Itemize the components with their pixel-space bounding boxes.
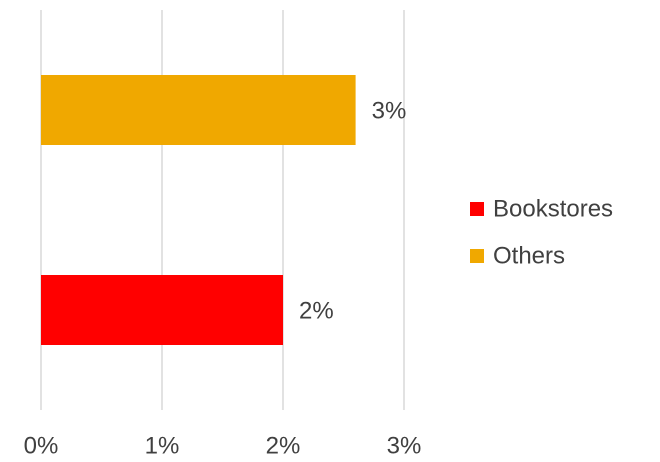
- legend-swatch: [470, 249, 484, 263]
- legend-swatch: [470, 202, 484, 216]
- x-tick-label: 1%: [145, 432, 180, 459]
- bar: [41, 75, 356, 145]
- x-tick-label: 0%: [24, 432, 59, 459]
- legend-label: Others: [493, 242, 565, 269]
- legend-label: Bookstores: [493, 195, 613, 222]
- x-tick-label: 3%: [387, 432, 422, 459]
- bar: [41, 275, 283, 345]
- x-tick-label: 2%: [266, 432, 301, 459]
- data-label: 3%: [372, 97, 407, 124]
- data-label: 2%: [299, 297, 334, 324]
